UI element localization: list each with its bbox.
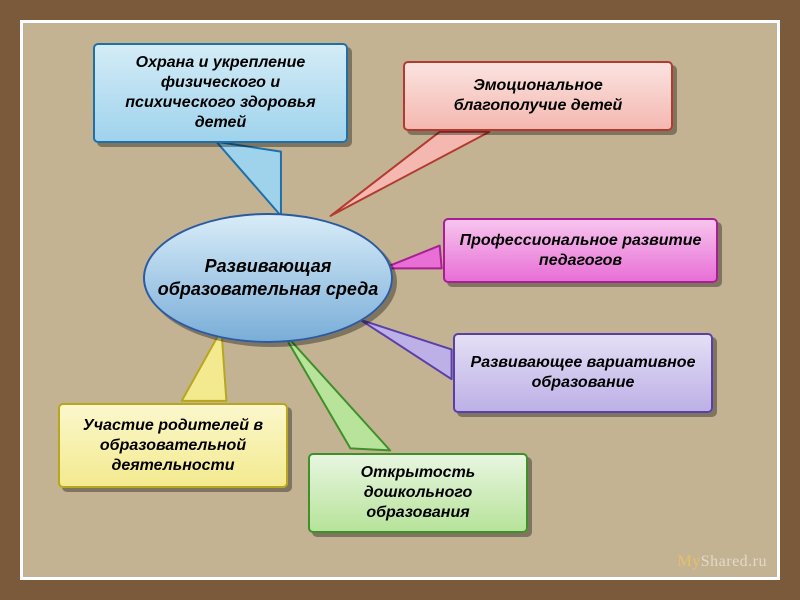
callout-text: Участие родителей в образовательной деят… [72, 416, 274, 476]
callout-c2: Эмоциональное благополучие детей [403, 61, 673, 131]
callout-c5: Открытость дошкольного образования [308, 453, 528, 533]
watermark-suffix: Shared.ru [701, 553, 767, 570]
watermark-prefix: My [678, 553, 701, 570]
callout-c6: Участие родителей в образовательной деят… [58, 403, 288, 488]
inner-frame: Развивающая образовательная среда MyShar… [20, 20, 780, 580]
watermark: MyShared.ru [678, 553, 768, 571]
callout-text: Профессиональное развитие педагогов [457, 231, 704, 271]
callout-text: Открытость дошкольного образования [322, 463, 514, 523]
callout-text: Развивающее вариативное образование [467, 353, 699, 393]
central-ellipse: Развивающая образовательная среда [143, 213, 393, 343]
callout-c1: Охрана и укрепление физического и психич… [93, 43, 348, 143]
callout-c4: Развивающее вариативное образование [453, 333, 713, 413]
central-text: Развивающая образовательная среда [145, 255, 391, 302]
outer-frame: Развивающая образовательная среда MyShar… [0, 0, 800, 600]
callout-text: Эмоциональное благополучие детей [417, 76, 659, 116]
callout-c3: Профессиональное развитие педагогов [443, 218, 718, 283]
callout-text: Охрана и укрепление физического и психич… [107, 53, 334, 133]
